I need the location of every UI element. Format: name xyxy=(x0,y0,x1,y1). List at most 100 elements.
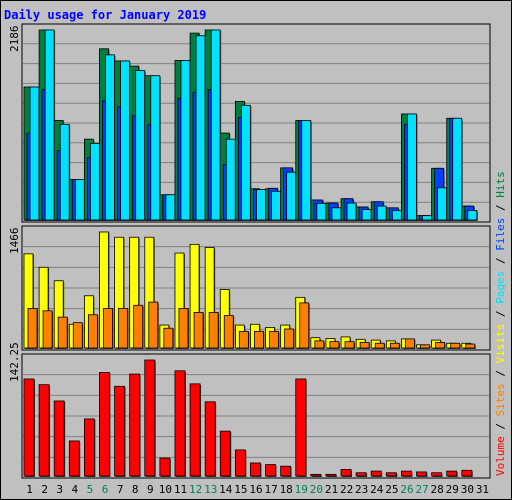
bar-sites-day-21 xyxy=(329,341,340,349)
x-tick-label: 6 xyxy=(102,483,109,496)
bar-pages-day-9 xyxy=(150,75,161,221)
bar-volume-day-5 xyxy=(83,418,95,477)
bar-sites-day-2 xyxy=(42,310,53,349)
x-tick-label: 2 xyxy=(41,483,48,496)
bar-sites-day-27 xyxy=(420,344,430,349)
bar-volume-day-22 xyxy=(340,469,352,477)
bar-sites-day-3 xyxy=(57,316,68,349)
bar-pages-day-22 xyxy=(346,202,357,221)
x-tick-label: 14 xyxy=(219,483,233,496)
legend-separator: / xyxy=(494,416,507,436)
x-tick-label: 26 xyxy=(400,483,413,496)
bar-pages-day-6 xyxy=(105,54,115,221)
bar-sites-day-30 xyxy=(465,343,476,349)
bar-volume-day-12 xyxy=(189,383,201,477)
bar-sites-day-29 xyxy=(450,342,461,349)
bar-volume-day-21 xyxy=(325,473,337,477)
x-tick-label: 19 xyxy=(295,483,308,496)
x-tick-label: 8 xyxy=(132,483,139,496)
bar-pages-day-11 xyxy=(180,60,191,221)
x-tick-label: 7 xyxy=(117,483,124,496)
bar-sites-day-11 xyxy=(178,308,189,349)
bar-pages-day-17 xyxy=(271,190,281,221)
bar-sites-day-26 xyxy=(405,338,415,349)
x-tick-label: 10 xyxy=(159,483,172,496)
x-tick-label: 22 xyxy=(340,483,353,496)
bar-volume-day-23 xyxy=(355,472,367,477)
bar-pages-day-23 xyxy=(361,209,372,221)
bar-pages-day-20 xyxy=(316,203,327,221)
bar-volume-day-6 xyxy=(99,372,110,477)
legend-item-files: Files xyxy=(494,218,507,251)
x-tick-label: 4 xyxy=(72,483,79,496)
bar-volume-day-7 xyxy=(114,385,125,477)
x-tick-label: 25 xyxy=(385,483,398,496)
bar-pages-day-7 xyxy=(120,60,130,221)
bar-pages-day-4 xyxy=(74,179,85,221)
bar-sites-day-28 xyxy=(435,342,446,349)
x-tick-label: 18 xyxy=(280,483,293,496)
bar-pages-day-24 xyxy=(376,205,387,221)
bar-pages-day-21 xyxy=(331,207,342,221)
bar-volume-day-17 xyxy=(265,464,276,477)
legend-item-pages: Pages xyxy=(494,271,507,304)
x-tick-label: 3 xyxy=(56,483,63,496)
legend-separator: / xyxy=(494,251,507,271)
bar-volume-day-27 xyxy=(416,471,427,477)
bar-volume-day-18 xyxy=(280,465,292,477)
ymax-label-hits-files-pages: 2186 xyxy=(8,26,21,53)
bar-volume-day-11 xyxy=(174,370,186,477)
bar-sites-day-4 xyxy=(72,322,83,349)
x-tick-label: 27 xyxy=(415,483,428,496)
x-tick-label: 17 xyxy=(264,483,277,496)
bar-pages-day-27 xyxy=(422,215,432,221)
bar-sites-day-12 xyxy=(193,311,204,349)
bar-volume-day-28 xyxy=(431,472,443,477)
bar-sites-day-9 xyxy=(148,301,159,349)
bar-pages-day-29 xyxy=(452,117,463,221)
legend-separator: / xyxy=(494,304,507,324)
x-tick-label: 15 xyxy=(234,483,247,496)
x-tick-label: 23 xyxy=(355,483,368,496)
x-tick-label: 9 xyxy=(147,483,154,496)
bar-sites-day-20 xyxy=(314,340,325,349)
bar-volume-day-4 xyxy=(68,440,80,477)
bar-sites-day-1 xyxy=(27,308,38,349)
bar-volume-day-19 xyxy=(295,378,307,477)
bar-sites-day-19 xyxy=(299,302,310,349)
bar-pages-day-12 xyxy=(195,35,206,221)
x-tick-label: 28 xyxy=(431,483,444,496)
x-tick-label: 20 xyxy=(310,483,323,496)
legend-item-volume: Volume xyxy=(494,436,507,476)
bar-volume-day-10 xyxy=(159,457,171,477)
bar-volume-day-30 xyxy=(461,469,473,477)
chart-title: Daily usage for January 2019 xyxy=(4,8,207,22)
bar-pages-day-13 xyxy=(210,29,221,221)
bar-sites-day-13 xyxy=(208,311,219,349)
bar-volume-day-2 xyxy=(38,384,50,477)
bar-pages-day-10 xyxy=(165,194,176,221)
bar-volume-day-8 xyxy=(129,373,141,477)
bar-volume-day-16 xyxy=(250,462,261,477)
bar-pages-day-28 xyxy=(437,187,448,221)
x-tick-label: 13 xyxy=(204,483,217,496)
bar-pages-day-15 xyxy=(240,104,251,221)
series-legend: Volume / Sites / Visits / Pages / Files … xyxy=(494,171,507,476)
bar-pages-day-16 xyxy=(256,189,266,221)
bar-pages-day-1 xyxy=(29,86,40,221)
bar-sites-day-24 xyxy=(374,342,385,349)
x-tick-label: 1 xyxy=(26,483,33,496)
bar-sites-day-6 xyxy=(103,308,113,349)
bar-sites-day-16 xyxy=(254,330,264,349)
bar-pages-day-19 xyxy=(301,120,312,221)
bar-pages-day-8 xyxy=(135,70,146,221)
bar-sites-day-23 xyxy=(359,342,370,349)
x-tick-label: 30 xyxy=(461,483,474,496)
bar-sites-day-5 xyxy=(87,314,98,349)
x-tick-label: 21 xyxy=(325,483,338,496)
bar-pages-day-3 xyxy=(59,123,70,221)
x-tick-label: 31 xyxy=(476,483,489,496)
bar-pages-day-14 xyxy=(225,138,236,221)
bar-pages-day-5 xyxy=(89,143,100,221)
bar-sites-day-10 xyxy=(163,327,174,349)
